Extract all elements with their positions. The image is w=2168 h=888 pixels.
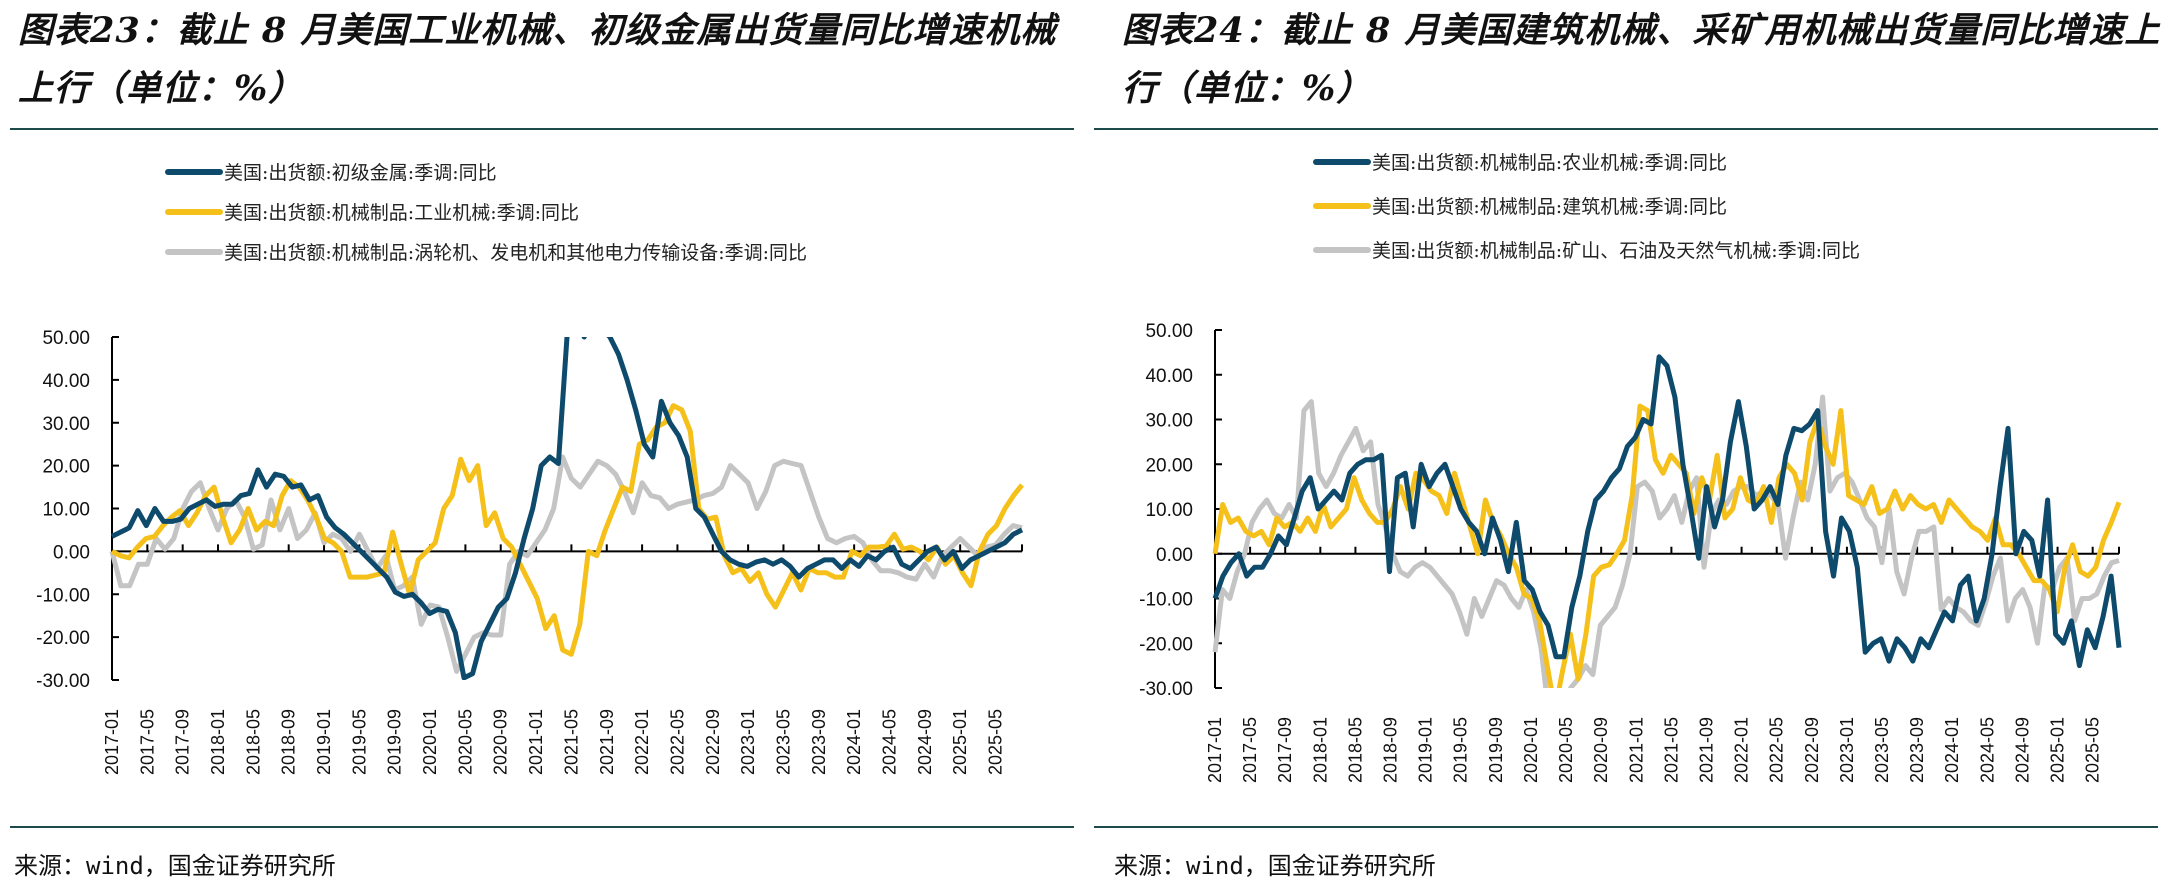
x-tick-label: 2019-01: [1416, 717, 1436, 783]
x-tick-label: 2017-01: [102, 709, 122, 775]
x-tick-label: 2021-01: [1626, 717, 1646, 783]
y-tick-label: 30.00: [42, 414, 90, 435]
chart-panel-23: 图表23：截止 8 月美国工业机械、初级金属出货量同比增速机械上行（单位：%） …: [10, 10, 1074, 880]
x-tick-label: 2022-09: [1802, 717, 1822, 783]
series-line: [1212, 403, 2122, 688]
y-tick-label: 40.00: [42, 371, 90, 392]
x-tick-label: 2018-09: [1381, 717, 1401, 783]
x-tick-label: 2023-05: [1872, 717, 1892, 783]
x-tick-label: 2017-01: [1205, 717, 1225, 783]
x-tick-label: 2023-05: [773, 709, 793, 775]
title-divider: [10, 128, 1074, 130]
y-tick-label: 50.00: [42, 328, 90, 349]
legend-item: 美国:出货额:初级金属:季调:同比: [165, 162, 497, 184]
legend-label: 美国:出货额:机械制品:建筑机械:季调:同比: [1372, 196, 1727, 218]
x-tick-label: 2019-05: [1451, 717, 1471, 783]
x-tick-label: 2023-01: [1837, 717, 1857, 783]
source-note: 来源：wind，国金证券研究所: [1114, 852, 1436, 880]
x-tick-label: 2023-09: [1907, 717, 1927, 783]
x-tick-label: 2024-05: [1977, 717, 1997, 783]
figure-title: 图表23：截止 8 月美国工业机械、初级金属出货量同比增速机械上行（单位：%）: [18, 10, 1057, 109]
x-tick-label: 2018-05: [1345, 717, 1365, 783]
x-tick-label: 2025-05: [2083, 717, 2103, 783]
x-tick-label: 2019-09: [1486, 717, 1506, 783]
x-tick-label: 2019-09: [385, 709, 405, 775]
x-tick-label: 2022-09: [703, 709, 723, 775]
legend-item: 美国:出货额:机械制品:矿山、石油及天然气机械:季调:同比: [1313, 240, 1860, 262]
x-tick-label: 2019-05: [349, 709, 369, 775]
chart-panel-24: 图表24：截止 8 月美国建筑机械、采矿用机械出货量同比增速上行（单位：%） 美…: [1084, 0, 2168, 888]
y-tick-label: 0.00: [1156, 545, 1193, 566]
x-tick-label: 2022-01: [1732, 717, 1752, 783]
y-tick-label: 30.00: [1145, 411, 1193, 432]
x-tick-label: 2021-01: [526, 709, 546, 775]
x-tick-label: 2024-01: [1942, 717, 1962, 783]
series-line: [1212, 394, 2120, 688]
legend-item: 美国:出货额:机械制品:工业机械:季调:同比: [165, 202, 579, 224]
x-tick-label: 2025-01: [950, 709, 970, 775]
y-tick-label: 20.00: [42, 457, 90, 478]
source-divider: [1094, 826, 2158, 828]
x-tick-label: 2019-01: [314, 709, 334, 775]
legend-item: 美国:出货额:机械制品:建筑机械:季调:同比: [1313, 196, 1727, 218]
x-tick-label: 2025-01: [2048, 717, 2068, 783]
x-tick-label: 2020-01: [420, 709, 440, 775]
x-tick-label: 2024-09: [2012, 717, 2032, 783]
x-tick-label: 2020-05: [1556, 717, 1576, 783]
x-tick-label: 2021-05: [1661, 717, 1681, 783]
legend-label: 美国:出货额:机械制品:工业机械:季调:同比: [224, 202, 579, 224]
x-tick-label: 2018-05: [243, 709, 263, 775]
x-tick-label: 2024-01: [844, 709, 864, 775]
legend-label: 美国:出货额:机械制品:农业机械:季调:同比: [1372, 152, 1727, 174]
x-tick-label: 2018-09: [279, 709, 299, 775]
x-tick-label: 2017-09: [173, 709, 193, 775]
y-tick-label: -30.00: [1139, 679, 1193, 700]
x-tick-label: 2021-05: [561, 709, 581, 775]
x-tick-label: 2023-01: [738, 709, 758, 775]
y-tick-label: 50.00: [1145, 321, 1193, 342]
y-tick-label: -20.00: [1139, 634, 1193, 655]
figure-title: 图表24：截止 8 月美国建筑机械、采矿用机械出货量同比增速上行（单位：%）: [1122, 10, 2161, 109]
y-tick-label: -10.00: [1139, 590, 1193, 611]
x-tick-label: 2022-05: [667, 709, 687, 775]
x-tick-label: 2024-09: [915, 709, 935, 775]
x-tick-label: 2017-05: [137, 709, 157, 775]
y-tick-label: 20.00: [1145, 455, 1193, 476]
x-tick-label: 2023-09: [809, 709, 829, 775]
x-tick-label: 2020-01: [1521, 717, 1541, 783]
x-tick-label: 2017-09: [1275, 717, 1295, 783]
source-divider: [10, 826, 1074, 828]
x-tick-label: 2020-09: [1591, 717, 1611, 783]
x-tick-label: 2020-05: [455, 709, 475, 775]
x-tick-label: 2021-09: [597, 709, 617, 775]
title-divider: [1094, 128, 2158, 130]
x-tick-label: 2017-05: [1240, 717, 1260, 783]
x-tick-label: 2021-09: [1696, 717, 1716, 783]
x-tick-label: 2025-05: [985, 709, 1005, 775]
legend-label: 美国:出货额:机械制品:涡轮机、发电机和其他电力传输设备:季调:同比: [224, 242, 807, 264]
y-tick-label: -30.00: [36, 671, 90, 692]
series-line: [1212, 354, 2122, 669]
legend-label: 美国:出货额:机械制品:矿山、石油及天然气机械:季调:同比: [1372, 240, 1860, 262]
line-chart-24: 美国:出货额:机械制品:农业机械:季调:同比美国:出货额:机械制品:建筑机械:季…: [1139, 152, 2122, 783]
x-tick-label: 2022-01: [632, 709, 652, 775]
y-tick-label: -20.00: [36, 628, 90, 649]
legend-item: 美国:出货额:机械制品:农业机械:季调:同比: [1313, 152, 1727, 174]
y-tick-label: 40.00: [1145, 366, 1193, 387]
x-tick-label: 2022-05: [1767, 717, 1787, 783]
line-chart-23: 美国:出货额:初级金属:季调:同比美国:出货额:机械制品:工业机械:季调:同比美…: [36, 162, 1024, 775]
series-line: [110, 403, 1024, 657]
y-tick-label: 0.00: [53, 542, 90, 563]
y-tick-label: -10.00: [36, 585, 90, 606]
x-tick-label: 2018-01: [208, 709, 228, 775]
legend-item: 美国:出货额:机械制品:涡轮机、发电机和其他电力传输设备:季调:同比: [165, 242, 807, 264]
x-tick-label: 2018-01: [1310, 717, 1330, 783]
source-note: 来源：wind，国金证券研究所: [14, 852, 336, 880]
y-tick-label: 10.00: [1145, 500, 1193, 521]
legend-label: 美国:出货额:初级金属:季调:同比: [224, 162, 497, 184]
x-tick-label: 2024-05: [879, 709, 899, 775]
series-line: [110, 337, 1024, 680]
x-tick-label: 2020-09: [491, 709, 511, 775]
y-tick-label: 10.00: [42, 500, 90, 521]
